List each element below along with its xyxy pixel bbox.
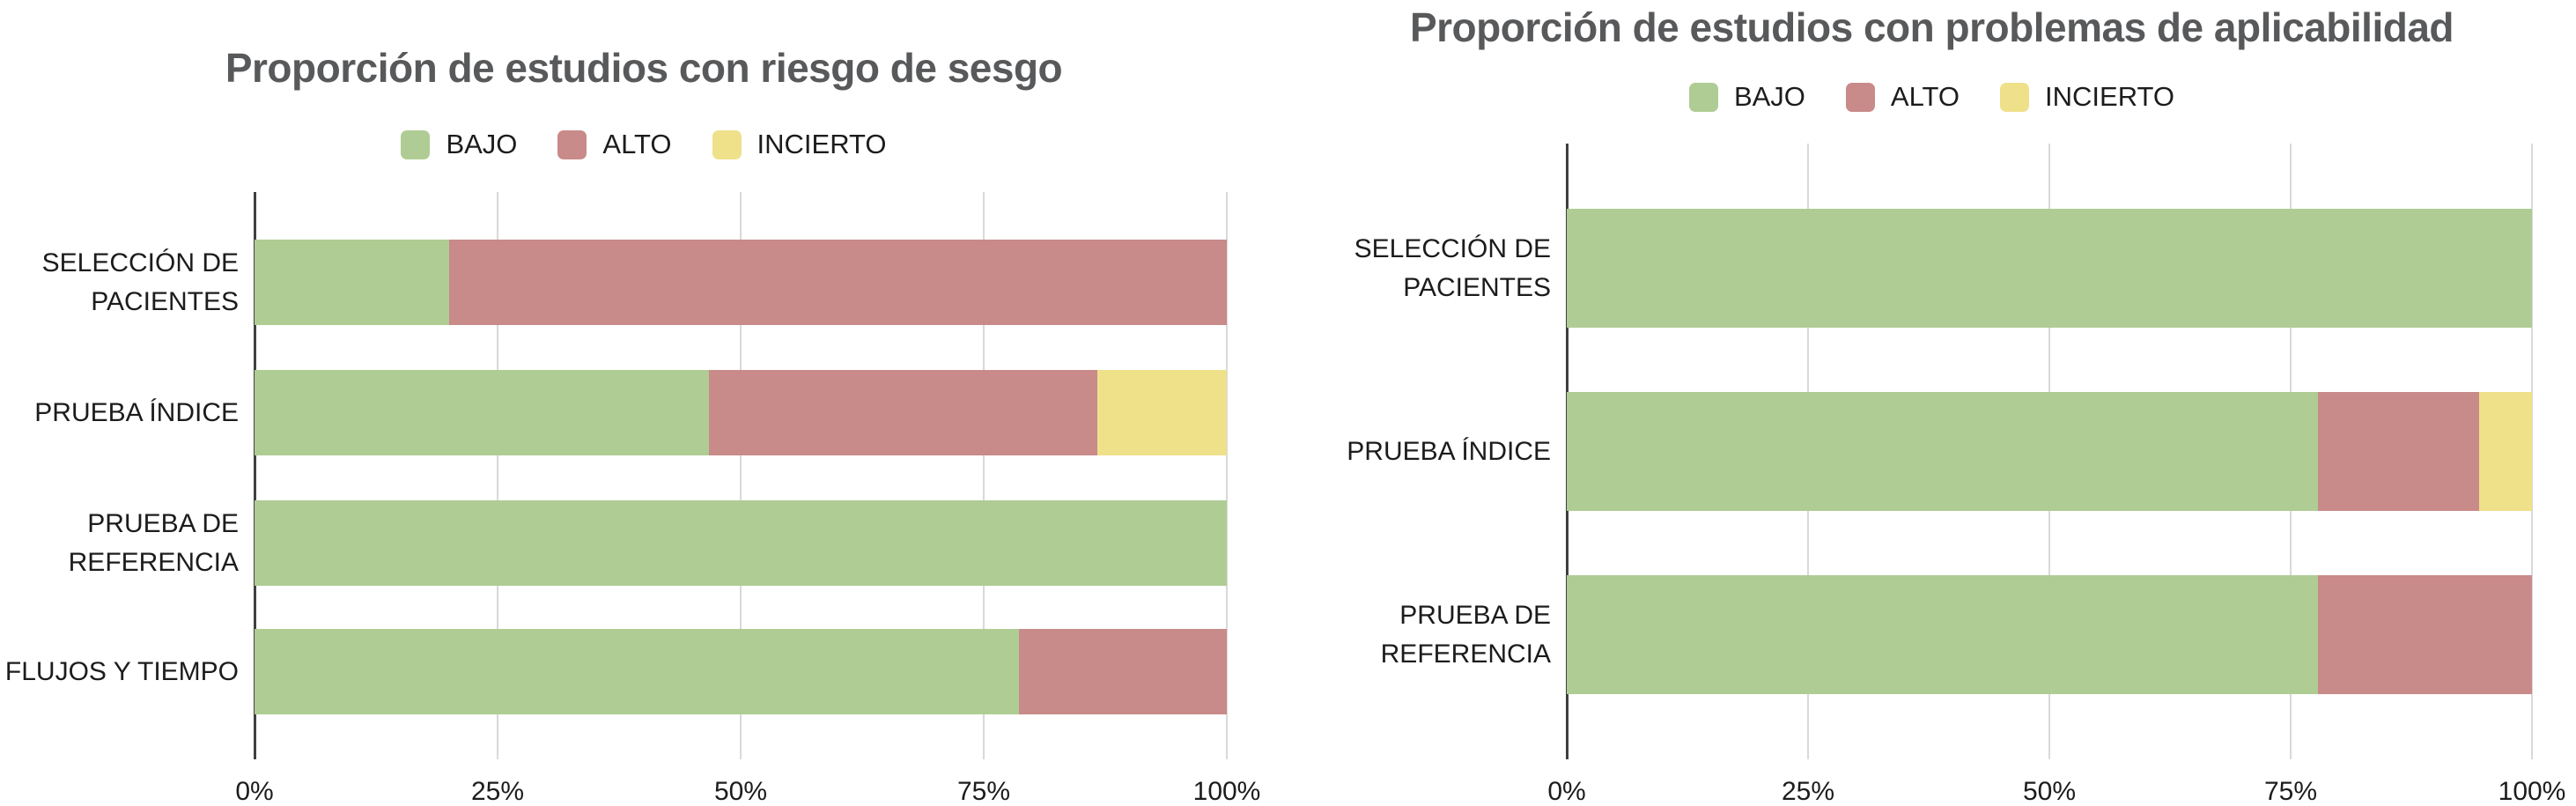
stacked-bar bbox=[1567, 575, 2532, 694]
bar-segment-alto bbox=[708, 370, 1098, 455]
legend-label-alto: ALTO bbox=[602, 129, 672, 159]
category-label: PRUEBA ÍNDICE bbox=[1347, 436, 1551, 466]
bar-segment-bajo bbox=[1567, 575, 2318, 694]
legend-item-bajo: BAJO bbox=[401, 129, 517, 160]
bar-segment-incierto bbox=[2478, 392, 2532, 511]
x-tick-label-100pct: 100% bbox=[1192, 777, 1261, 806]
bar-segment-bajo bbox=[1567, 392, 2318, 511]
bar-segment-alto bbox=[2317, 392, 2479, 511]
stacked-bar bbox=[1567, 209, 2532, 328]
category-label: SELECCIÓN DE PACIENTES bbox=[41, 248, 239, 316]
bar-segment-alto bbox=[2317, 575, 2532, 694]
chart-riesgo-de-sesgo: Proporción de estudios con riesgo de ses… bbox=[0, 45, 1288, 806]
legend-item-bajo: BAJO bbox=[1688, 81, 1805, 113]
gridline-100pct bbox=[1226, 192, 1228, 759]
x-tick-label-75pct: 75% bbox=[2263, 777, 2318, 806]
category-label: PRUEBA ÍNDICE bbox=[34, 397, 239, 427]
bar-segment-bajo bbox=[255, 500, 1227, 586]
legend-label-incierto: INCIERTO bbox=[2045, 81, 2175, 112]
legend-swatch-alto-icon bbox=[1845, 82, 1875, 112]
legend-swatch-bajo-icon bbox=[1688, 82, 1718, 112]
x-tick-label-50pct: 50% bbox=[2022, 777, 2077, 806]
x-tick-label-25pct: 25% bbox=[1781, 777, 1835, 806]
stacked-bar bbox=[255, 370, 1227, 455]
bar-segment-bajo bbox=[255, 629, 1019, 714]
bar-segment-bajo bbox=[255, 240, 449, 325]
gridline-75pct bbox=[983, 192, 985, 759]
legend-label-alto: ALTO bbox=[1890, 81, 1960, 112]
x-tick-label-0pct: 0% bbox=[235, 777, 274, 806]
legend-swatch-bajo-icon bbox=[401, 129, 431, 159]
plot-area: 0% 25% 50% 75% 100% SELECCIÓN DE PACIENTES PRU… bbox=[5, 192, 1260, 806]
category-label: PRUEBA DE REFERENCIA bbox=[68, 508, 239, 577]
chart-aplicabilidad: Proporción de estudios con problemas de … bbox=[1288, 0, 2576, 806]
x-tick-label-25pct: 25% bbox=[470, 777, 525, 806]
gridline-50pct bbox=[740, 192, 742, 759]
category-label: SELECCIÓN DE PACIENTES bbox=[1354, 233, 1551, 302]
legend-item-alto: ALTO bbox=[557, 129, 672, 160]
bar-segment-bajo bbox=[255, 370, 709, 455]
stacked-bar bbox=[1567, 392, 2532, 511]
legend-item-incierto: INCIERTO bbox=[712, 129, 887, 160]
legend: BAJO ALTO INCIERTO bbox=[0, 129, 1288, 160]
stacked-bar bbox=[255, 240, 1227, 325]
stacked-bar bbox=[255, 629, 1227, 714]
x-tick-label-50pct: 50% bbox=[713, 777, 768, 806]
x-tick-label-100pct: 100% bbox=[2498, 777, 2566, 806]
legend-label-bajo: BAJO bbox=[1733, 81, 1805, 112]
stacked-bar bbox=[255, 500, 1227, 586]
chart-title: Proporción de estudios con riesgo de ses… bbox=[225, 45, 1063, 91]
chart-title: Proporción de estudios con problemas de … bbox=[1409, 4, 2454, 50]
legend-item-incierto: INCIERTO bbox=[2000, 81, 2174, 113]
legend-label-incierto: INCIERTO bbox=[757, 129, 887, 159]
gridline-25pct bbox=[497, 192, 498, 759]
legend-swatch-incierto-icon bbox=[2000, 82, 2030, 112]
category-label: PRUEBA DE REFERENCIA bbox=[1380, 600, 1551, 669]
x-tick-label-75pct: 75% bbox=[956, 777, 1011, 806]
y-axis-line bbox=[254, 192, 256, 759]
x-tick-label-0pct: 0% bbox=[1547, 777, 1586, 806]
category-label: FLUJOS Y TIEMPO bbox=[4, 656, 239, 686]
legend-swatch-incierto-icon bbox=[712, 129, 742, 159]
legend-label-bajo: BAJO bbox=[446, 129, 518, 159]
plot-area: 0% 25% 50% 75% 100% SELECCIÓN DE PACIENTES PRU… bbox=[1347, 144, 2565, 806]
legend-swatch-alto-icon bbox=[557, 129, 587, 159]
legend: BAJO ALTO INCIERTO bbox=[1288, 81, 2576, 113]
gridline-100pct bbox=[2531, 144, 2533, 759]
legend-item-alto: ALTO bbox=[1845, 81, 1960, 113]
bar-segment-bajo bbox=[1567, 209, 2532, 328]
bar-segment-incierto bbox=[1097, 370, 1227, 455]
bar-segment-alto bbox=[448, 240, 1227, 325]
bar-segment-alto bbox=[1018, 629, 1227, 714]
